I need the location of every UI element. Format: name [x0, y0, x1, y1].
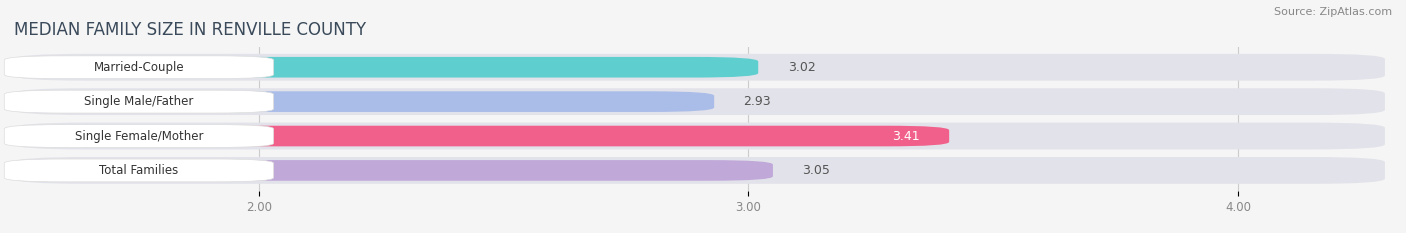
Text: Married-Couple: Married-Couple: [94, 61, 184, 74]
Text: Source: ZipAtlas.com: Source: ZipAtlas.com: [1274, 7, 1392, 17]
Text: 3.41: 3.41: [893, 130, 920, 143]
Text: 3.05: 3.05: [803, 164, 830, 177]
FancyBboxPatch shape: [14, 91, 714, 112]
Text: MEDIAN FAMILY SIZE IN RENVILLE COUNTY: MEDIAN FAMILY SIZE IN RENVILLE COUNTY: [14, 21, 366, 39]
FancyBboxPatch shape: [14, 157, 1385, 184]
FancyBboxPatch shape: [4, 159, 274, 182]
Text: 2.93: 2.93: [744, 95, 770, 108]
FancyBboxPatch shape: [14, 123, 1385, 149]
Text: Total Families: Total Families: [100, 164, 179, 177]
FancyBboxPatch shape: [14, 160, 773, 181]
FancyBboxPatch shape: [14, 54, 1385, 81]
FancyBboxPatch shape: [14, 126, 949, 146]
Text: Single Male/Father: Single Male/Father: [84, 95, 194, 108]
Text: Single Female/Mother: Single Female/Mother: [75, 130, 202, 143]
Text: 3.02: 3.02: [787, 61, 815, 74]
FancyBboxPatch shape: [14, 57, 758, 78]
FancyBboxPatch shape: [14, 88, 1385, 115]
FancyBboxPatch shape: [4, 90, 274, 113]
FancyBboxPatch shape: [4, 125, 274, 147]
FancyBboxPatch shape: [4, 56, 274, 79]
